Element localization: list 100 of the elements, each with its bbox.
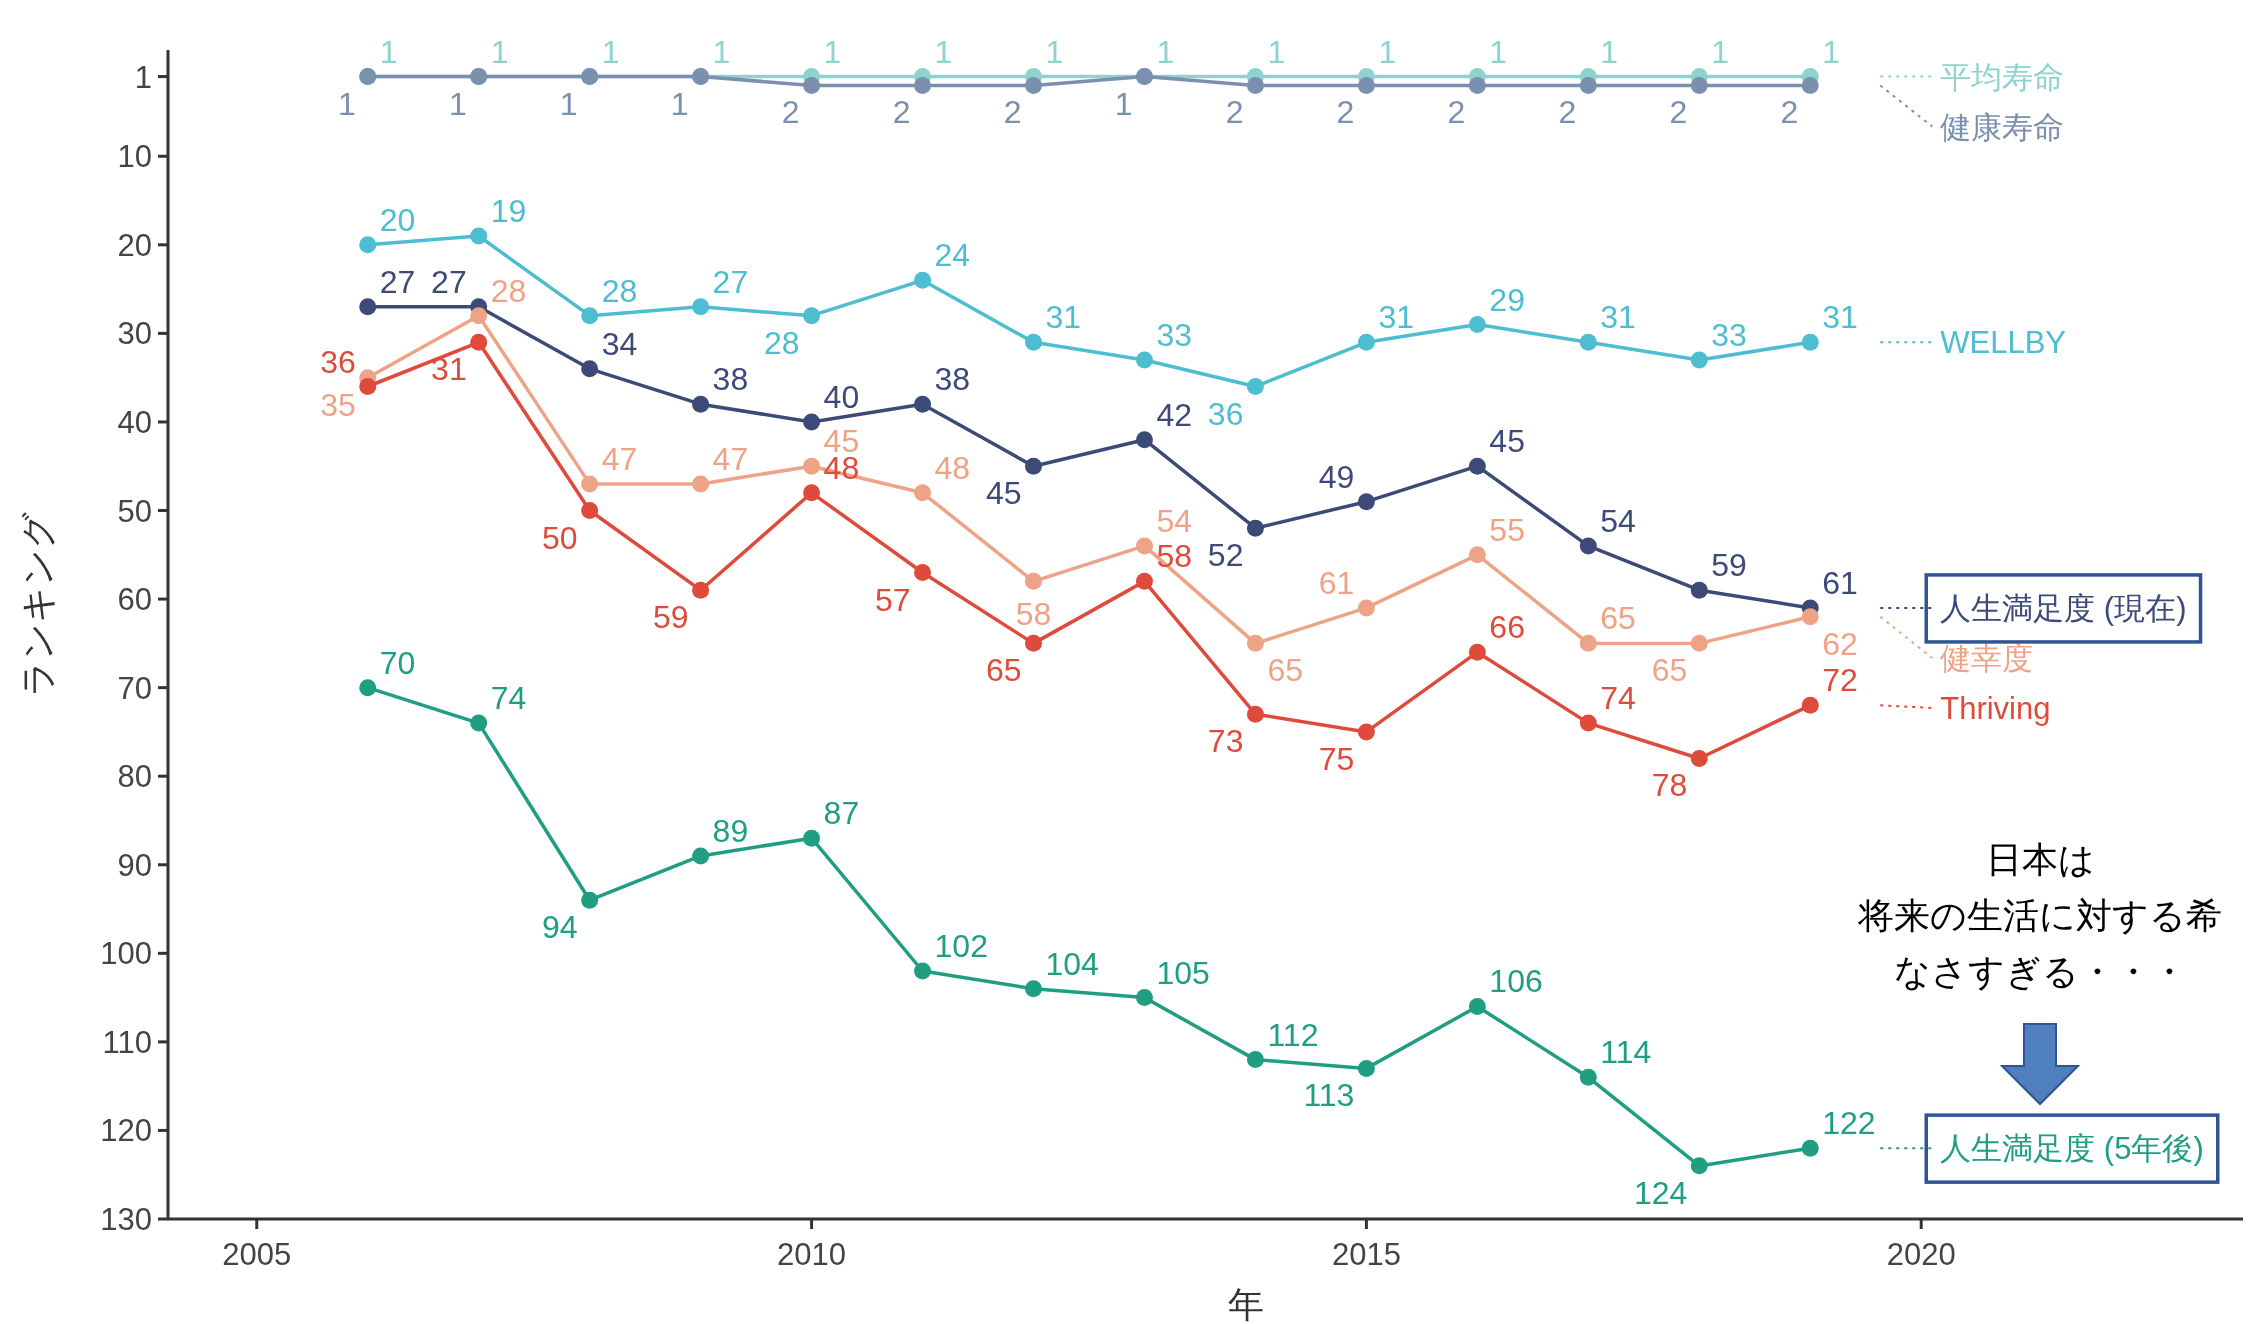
y-tick-label: 10	[117, 139, 152, 175]
point	[1357, 1059, 1375, 1077]
data-label: 1	[712, 33, 731, 70]
point	[1357, 76, 1375, 94]
point	[1025, 333, 1043, 351]
data-label: 1	[601, 33, 620, 70]
legend-label: 平均寿命	[1940, 59, 2065, 95]
point	[1468, 76, 1486, 94]
point	[1357, 599, 1375, 617]
data-label: 66	[1489, 609, 1525, 646]
data-label: 105	[1156, 954, 1210, 991]
point	[1801, 608, 1819, 626]
data-label: 24	[934, 237, 971, 274]
data-label: 1	[1600, 33, 1619, 70]
point	[1801, 333, 1819, 351]
y-tick-label: 80	[117, 759, 152, 795]
data-label: 33	[1711, 316, 1747, 353]
point	[803, 457, 821, 475]
point	[581, 891, 599, 909]
point	[1468, 457, 1486, 475]
data-label: 31	[1822, 299, 1858, 336]
data-label: 102	[934, 928, 988, 965]
data-label: 65	[1600, 600, 1636, 637]
point	[1357, 723, 1375, 741]
y-tick-label: 110	[102, 1024, 152, 1060]
data-label: 1	[1711, 33, 1730, 70]
point	[1135, 537, 1153, 555]
point	[803, 484, 821, 502]
data-label: 73	[1207, 723, 1244, 760]
data-label: 65	[1651, 652, 1688, 689]
point	[1690, 634, 1708, 652]
data-label: 1	[1267, 33, 1286, 70]
point	[1357, 493, 1375, 511]
x-tick-label: 2020	[1886, 1237, 1956, 1272]
point	[1025, 634, 1043, 652]
data-label: 2	[1447, 94, 1466, 131]
data-label: 49	[1318, 458, 1355, 495]
legend-label: 健康寿命	[1940, 109, 2065, 145]
data-label: 28	[763, 324, 800, 361]
data-label: 38	[712, 361, 749, 398]
point	[359, 679, 377, 697]
data-label: 65	[985, 652, 1022, 689]
data-label: 52	[1207, 537, 1244, 574]
data-label: 114	[1600, 1034, 1652, 1071]
x-tick-label: 2010	[777, 1237, 847, 1272]
point	[1025, 572, 1043, 590]
data-label: 38	[934, 361, 971, 398]
point	[1246, 378, 1264, 396]
data-label: 35	[320, 386, 356, 423]
y-tick-label: 130	[100, 1202, 152, 1237]
data-label: 45	[1489, 423, 1525, 460]
y-tick-label: 90	[117, 847, 152, 883]
data-label: 1	[1378, 33, 1397, 70]
point	[1468, 316, 1486, 334]
point	[359, 236, 377, 254]
annotation: なさすぎる・・・	[1893, 951, 2187, 992]
point	[1579, 76, 1597, 94]
point	[1801, 76, 1819, 94]
data-label: 29	[1489, 281, 1525, 318]
data-label: 89	[712, 812, 749, 849]
data-label: 62	[1822, 625, 1858, 662]
point	[1025, 980, 1043, 998]
point	[1025, 76, 1043, 94]
point	[1135, 351, 1153, 369]
point	[581, 475, 599, 493]
point	[1357, 333, 1375, 351]
data-label: 48	[934, 449, 971, 486]
point	[1579, 333, 1597, 351]
data-label: 1	[490, 33, 509, 70]
data-label: 1	[1489, 33, 1508, 70]
data-label: 2	[1003, 94, 1022, 131]
y-axis-title: ランキング	[17, 512, 58, 697]
data-label: 31	[1378, 299, 1414, 336]
x-tick-label: 2015	[1331, 1237, 1401, 1272]
legend-label: 健幸度	[1940, 640, 2034, 676]
point	[692, 581, 710, 599]
point	[803, 413, 821, 431]
legend-label: 人生満足度 (5年後)	[1940, 1131, 2204, 1167]
point	[803, 829, 821, 847]
point	[1246, 1051, 1264, 1069]
data-label: 65	[1267, 652, 1304, 689]
point	[1690, 76, 1708, 94]
data-label: 2	[1225, 94, 1244, 131]
data-label: 2	[1669, 94, 1688, 131]
legend-label: WELLBY	[1940, 325, 2067, 361]
data-label: 1	[934, 33, 953, 70]
data-label: 31	[1045, 299, 1082, 336]
data-label: 20	[379, 201, 416, 238]
point	[1468, 997, 1486, 1015]
data-label: 45	[985, 475, 1022, 512]
data-label: 58	[1156, 538, 1193, 575]
annotation: 日本は	[1985, 839, 2095, 880]
data-label: 1	[1156, 33, 1175, 70]
data-label: 78	[1651, 767, 1688, 804]
point	[1801, 1139, 1819, 1157]
data-label: 1	[379, 33, 398, 70]
data-label: 2	[892, 94, 911, 131]
data-label: 61	[1318, 564, 1355, 601]
y-tick-label: 70	[117, 670, 152, 706]
point	[692, 298, 710, 316]
